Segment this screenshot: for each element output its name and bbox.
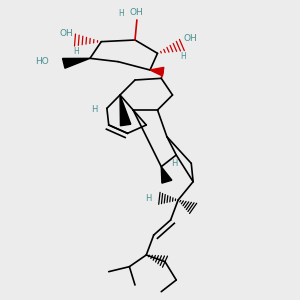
Text: H: H xyxy=(73,47,79,56)
Text: H: H xyxy=(146,194,152,203)
Polygon shape xyxy=(161,167,172,183)
Text: OH: OH xyxy=(184,34,197,43)
Polygon shape xyxy=(63,58,90,68)
Text: H: H xyxy=(171,159,177,168)
Text: OH: OH xyxy=(130,8,144,17)
Polygon shape xyxy=(150,68,164,76)
Text: OH: OH xyxy=(59,29,73,38)
Polygon shape xyxy=(120,95,131,126)
Text: H: H xyxy=(118,9,124,18)
Text: H: H xyxy=(91,106,98,115)
Text: HO: HO xyxy=(35,57,49,66)
Text: H: H xyxy=(180,52,186,61)
